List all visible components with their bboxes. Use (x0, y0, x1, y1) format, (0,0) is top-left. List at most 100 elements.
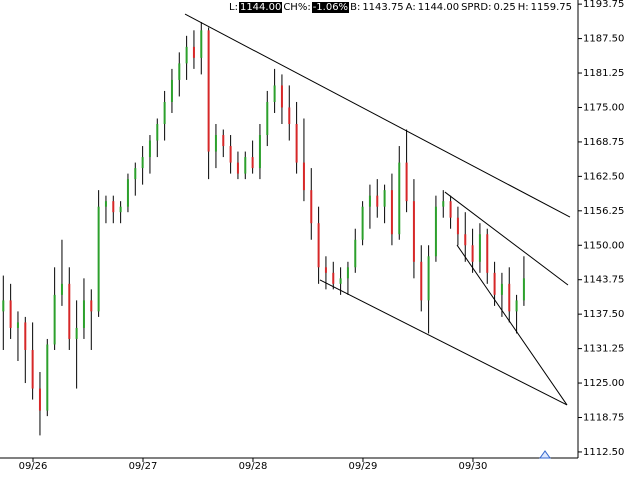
ohlc-body (75, 327, 78, 339)
x-tick-label: 09/30 (459, 461, 488, 472)
ohlc-body (324, 267, 327, 273)
ohlc-body (82, 300, 85, 328)
ohlc-body (134, 168, 137, 180)
ohlc-body (500, 283, 503, 295)
ohlc-body (405, 162, 408, 202)
ohlc-body (295, 124, 298, 163)
ohlc-body (332, 272, 335, 284)
ohlc-body (16, 322, 19, 328)
quote-value: 0.25 (493, 2, 516, 13)
y-tick-label: 1162.50 (583, 171, 624, 182)
ohlc-body (112, 201, 115, 213)
ohlc-body (170, 79, 173, 102)
ohlc-body (522, 278, 525, 301)
ohlc-body (368, 195, 371, 207)
ohlc-body (46, 344, 49, 411)
quote-value: 1143.75 (362, 2, 404, 13)
quote-value: 1144.00 (238, 2, 283, 13)
ohlc-body (412, 201, 415, 262)
ohlc-body (456, 217, 459, 235)
ohlc-body (207, 30, 210, 152)
ohlc-body (508, 283, 511, 312)
ohlc-body (185, 46, 188, 64)
y-tick-label: 1137.50 (583, 309, 624, 320)
ohlc-body (266, 101, 269, 136)
ohlc-body (288, 107, 291, 125)
x-tick-label: 09/28 (239, 461, 268, 472)
y-tick-label: 1112.50 (583, 447, 624, 458)
ohlc-body (53, 294, 56, 345)
y-tick-label: 1118.75 (583, 412, 624, 423)
ohlc-body (434, 206, 437, 257)
ohlc-body (244, 157, 247, 174)
ohlc-body (9, 300, 12, 328)
ohlc-body (60, 283, 63, 295)
ohlc-body (478, 234, 481, 262)
y-tick-label: 1150.00 (583, 240, 624, 251)
y-tick-label: 1181.25 (583, 68, 624, 79)
x-tick-label: 09/29 (349, 461, 378, 472)
ohlc-body (390, 190, 393, 235)
quote-value: 1159.75 (530, 2, 572, 13)
quote-label: L: (229, 2, 238, 13)
x-tick-label: 09/27 (129, 461, 158, 472)
quote-label: H: (517, 2, 529, 13)
ohlc-body (148, 140, 151, 158)
quote-label: B: (350, 2, 361, 13)
ohlc-body (90, 300, 93, 312)
y-tick-label: 1125.00 (583, 378, 624, 389)
y-tick-label: 1193.75 (583, 0, 624, 10)
ohlc-body (442, 201, 445, 207)
ohlc-body (376, 195, 379, 207)
ohlc-body (280, 85, 283, 108)
ohlc-body (178, 63, 181, 80)
ohlc-body (317, 223, 320, 268)
y-tick-label: 1143.75 (583, 275, 624, 286)
quote-value: 1144.00 (417, 2, 460, 13)
ohlc-body (251, 157, 254, 169)
ohlc-body (354, 239, 357, 268)
ohlc-body (383, 190, 386, 207)
y-tick-label: 1131.25 (583, 344, 624, 355)
ohlc-body (361, 206, 364, 240)
ohlc-body (126, 179, 129, 207)
ohlc-body (236, 162, 239, 174)
ohlc-body (464, 234, 467, 246)
ohlc-body (302, 162, 305, 191)
ohlc-body (515, 300, 518, 312)
ohlc-body (339, 278, 342, 284)
ohlc-body (31, 349, 34, 389)
ohlc-body (38, 388, 41, 411)
ohlc-body (68, 283, 71, 339)
trend-line (456, 244, 568, 406)
trend-line (444, 191, 569, 286)
ohlc-body (2, 300, 5, 312)
ohlc-body (346, 267, 349, 279)
quote-label: SPRD: (461, 2, 492, 13)
ohlc-body (163, 101, 166, 125)
ohlc-body (141, 157, 144, 169)
x-tick-label: 09/26 (19, 461, 48, 472)
ohlc-body (427, 256, 430, 301)
y-tick-label: 1187.50 (583, 34, 624, 45)
ohlc-body (214, 135, 217, 152)
quote-label: CH%: (283, 2, 311, 13)
ohlc-body (273, 85, 276, 102)
ohlc-body (156, 124, 159, 141)
ohlc-body (258, 135, 261, 169)
ohlc-body (24, 322, 27, 350)
ohlc-body (486, 234, 489, 273)
y-tick-label: 1175.00 (583, 102, 624, 113)
marker-icon (539, 450, 551, 459)
ohlc-body (97, 206, 100, 312)
ohlc-body (493, 272, 496, 295)
quote-label: A: (405, 2, 416, 13)
y-tick-label: 1168.75 (583, 137, 624, 148)
ohlc-body (310, 190, 313, 224)
ohlc-body (192, 46, 195, 58)
quote-value: -1.06% (311, 2, 350, 13)
ohlc-body (229, 146, 232, 163)
ohlc-body (471, 245, 474, 262)
